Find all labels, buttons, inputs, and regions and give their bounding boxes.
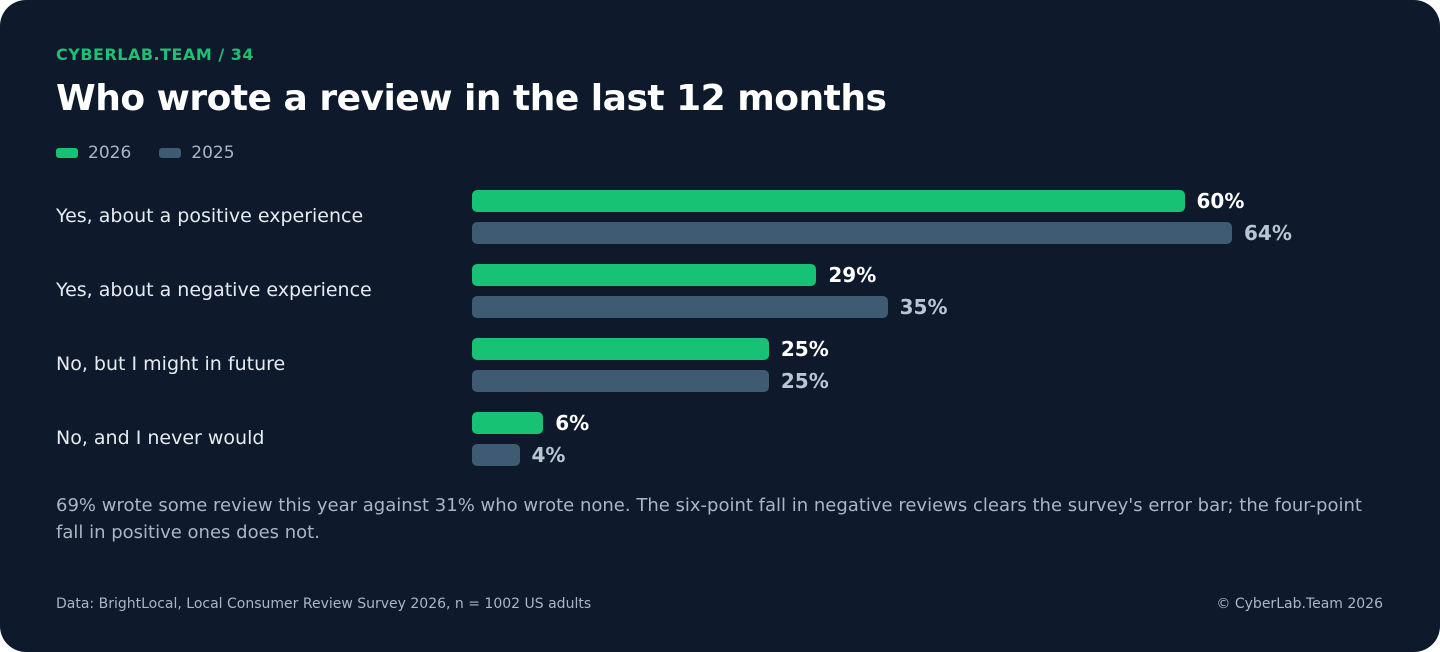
bar-2025 bbox=[472, 296, 888, 318]
chart-note: 69% wrote some review this year against … bbox=[56, 495, 1362, 543]
data-label-2026: 6% bbox=[555, 411, 590, 435]
legend: 2026 2025 bbox=[56, 143, 263, 163]
category-label: No, and I never would bbox=[56, 427, 265, 449]
bar-chart: Yes, about a positive experience 60% 64% Ye… bbox=[56, 189, 1292, 467]
bar-2025 bbox=[472, 370, 769, 392]
bar-2026 bbox=[472, 338, 769, 360]
data-label-2025: 35% bbox=[899, 295, 948, 319]
legend-label-2026: 2026 bbox=[88, 143, 132, 163]
legend-swatch-2026 bbox=[56, 148, 78, 158]
category-label: Yes, about a negative experience bbox=[56, 279, 372, 301]
bar-2025 bbox=[472, 222, 1232, 244]
data-source: Data: BrightLocal, Local Consumer Review… bbox=[56, 596, 592, 612]
bar-2026 bbox=[472, 190, 1185, 212]
kicker: CYBERLAB.TEAM / 34 bbox=[56, 45, 255, 64]
legend-label-2025: 2025 bbox=[191, 143, 235, 163]
bar-2026 bbox=[472, 264, 817, 286]
data-label-2025: 64% bbox=[1244, 221, 1292, 245]
chart-title: Who wrote a review in the last 12 months bbox=[56, 78, 887, 119]
data-label-2026: 29% bbox=[828, 263, 877, 287]
copyright: © CyberLab.Team 2026 bbox=[1216, 596, 1383, 612]
category-label: Yes, about a positive experience bbox=[56, 205, 364, 227]
bar-2026 bbox=[472, 412, 544, 434]
legend-item-2026: 2026 bbox=[56, 143, 131, 163]
legend-item-2025: 2025 bbox=[159, 143, 235, 163]
bar-2025 bbox=[472, 444, 520, 466]
category-label: No, but I might in future bbox=[56, 353, 286, 375]
data-label-2025: 4% bbox=[531, 443, 566, 467]
data-label-2026: 25% bbox=[780, 337, 829, 361]
data-label-2025: 25% bbox=[780, 369, 829, 393]
data-label-2026: 60% bbox=[1196, 189, 1245, 213]
legend-swatch-2025 bbox=[159, 148, 182, 158]
